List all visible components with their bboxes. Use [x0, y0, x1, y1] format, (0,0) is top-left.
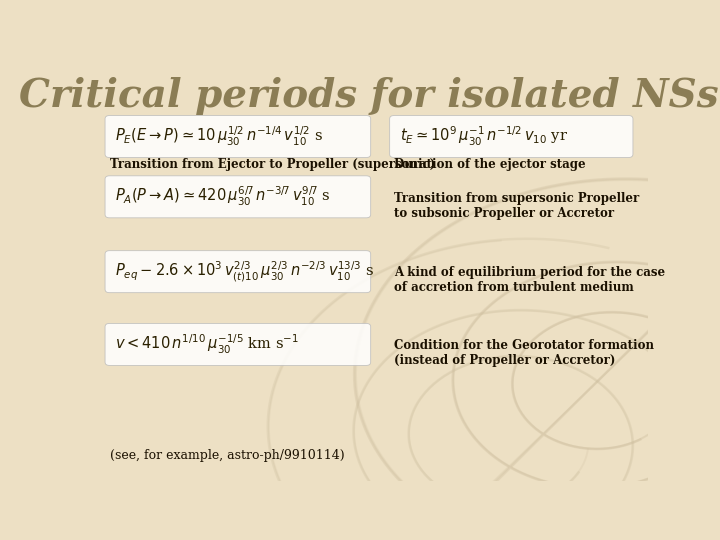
Text: $v < 410\,n^{1/10}\,\mu_{30}^{-1/5}$ km s$^{-1}$: $v < 410\,n^{1/10}\,\mu_{30}^{-1/5}$ km … — [115, 333, 299, 356]
Text: $P_A(P\rightarrow A)\simeq 420\,\mu_{30}^{6/7}\,n^{-3/7}\,v_{10}^{9/7}$ s: $P_A(P\rightarrow A)\simeq 420\,\mu_{30}… — [115, 185, 330, 208]
Text: Transition from Ejector to Propeller (supersonic): Transition from Ejector to Propeller (su… — [109, 158, 435, 171]
Text: Duration of the ejector stage: Duration of the ejector stage — [394, 158, 586, 171]
FancyBboxPatch shape — [105, 176, 371, 218]
Text: Condition for the Georotator formation
(instead of Propeller or Accretor): Condition for the Georotator formation (… — [394, 339, 654, 367]
Text: $P_E(E\rightarrow P)\simeq 10\,\mu_{30}^{1/2}\,n^{-1/4}\,v_{10}^{1/2}$ s: $P_E(E\rightarrow P)\simeq 10\,\mu_{30}^… — [115, 125, 323, 148]
FancyBboxPatch shape — [105, 323, 371, 366]
Text: Critical periods for isolated NSs: Critical periods for isolated NSs — [19, 77, 719, 115]
Text: Transition from supersonic Propeller
to subsonic Propeller or Accretor: Transition from supersonic Propeller to … — [394, 192, 639, 220]
FancyBboxPatch shape — [390, 116, 633, 158]
Text: $P_{eq} - 2.6\times 10^3\,v_{(t)10}^{2/3}\,\mu_{30}^{2/3}\,n^{-2/3}\,v_{10}^{13/: $P_{eq} - 2.6\times 10^3\,v_{(t)10}^{2/3… — [115, 259, 374, 284]
FancyBboxPatch shape — [105, 116, 371, 158]
FancyBboxPatch shape — [105, 251, 371, 293]
Text: A kind of equilibrium period for the case
of accretion from turbulent medium: A kind of equilibrium period for the cas… — [394, 266, 665, 294]
Text: $t_E \simeq 10^9\,\mu_{30}^{-1}\,n^{-1/2}\,v_{10}$ yr: $t_E \simeq 10^9\,\mu_{30}^{-1}\,n^{-1/2… — [400, 125, 568, 148]
Text: (see, for example, astro-ph/9910114): (see, for example, astro-ph/9910114) — [109, 449, 344, 462]
